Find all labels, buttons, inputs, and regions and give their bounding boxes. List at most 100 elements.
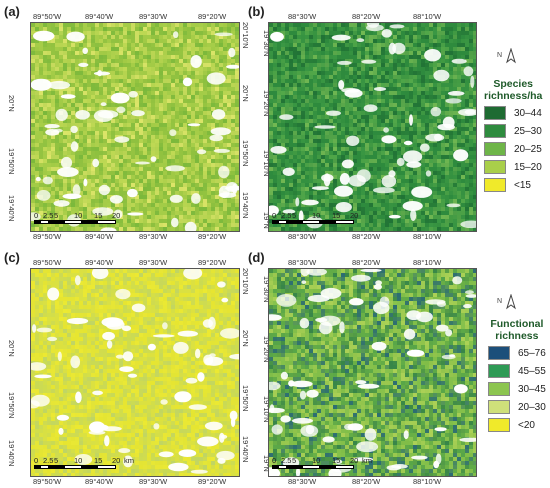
raster-cell xyxy=(103,139,107,143)
raster-cell xyxy=(103,179,107,183)
raster-cell xyxy=(281,123,285,127)
raster-cell xyxy=(63,147,67,151)
raster-cell xyxy=(67,103,71,107)
raster-cell xyxy=(429,107,433,111)
raster-cell xyxy=(305,159,309,163)
nodata-patch xyxy=(196,149,207,155)
raster-cell xyxy=(131,199,135,203)
raster-cell xyxy=(389,95,393,99)
raster-cell xyxy=(103,99,107,103)
raster-cell xyxy=(405,167,409,171)
raster-cell xyxy=(293,111,297,115)
raster-cell xyxy=(317,91,321,95)
raster-cell xyxy=(457,39,461,43)
raster-cell xyxy=(285,103,289,107)
raster-cell xyxy=(111,179,115,183)
raster-cell xyxy=(445,155,449,159)
raster-cell xyxy=(47,103,51,107)
raster-cell xyxy=(131,107,135,111)
raster-cell xyxy=(111,23,115,27)
raster-cell xyxy=(79,179,83,183)
raster-cell xyxy=(437,23,441,27)
raster-cell xyxy=(441,151,445,155)
raster-cell xyxy=(297,179,301,183)
raster-cell xyxy=(333,59,337,63)
raster-cell xyxy=(353,75,357,79)
raster-cell xyxy=(99,199,103,203)
raster-cell xyxy=(381,171,385,175)
raster-cell xyxy=(51,71,55,75)
raster-cell xyxy=(429,91,433,95)
raster-cell xyxy=(159,187,163,191)
raster-cell xyxy=(421,139,425,143)
raster-cell xyxy=(389,119,393,123)
raster-cell xyxy=(111,163,115,167)
raster-cell xyxy=(219,95,223,99)
raster-cell xyxy=(103,87,107,91)
raster-cell xyxy=(147,47,151,51)
raster-cell xyxy=(465,99,469,103)
raster-cell xyxy=(195,47,199,51)
raster-cell xyxy=(35,191,39,195)
raster-cell xyxy=(289,131,293,135)
raster-cell xyxy=(47,87,51,91)
raster-cell xyxy=(473,31,476,35)
raster-cell xyxy=(289,59,293,63)
raster-cell xyxy=(211,119,215,123)
raster-cell xyxy=(289,123,293,127)
raster-cell xyxy=(301,131,305,135)
raster-cell xyxy=(325,127,329,131)
raster-cell xyxy=(155,27,159,31)
nodata-patch xyxy=(44,124,60,129)
raster-cell xyxy=(333,123,337,127)
raster-cell xyxy=(219,159,223,163)
raster-cell xyxy=(99,223,103,227)
raster-cell xyxy=(87,43,91,47)
raster-cell xyxy=(35,163,39,167)
raster-cell xyxy=(341,47,345,51)
raster-cell xyxy=(385,107,389,111)
raster-cell xyxy=(191,135,195,139)
raster-cell xyxy=(51,99,55,103)
raster-cell xyxy=(305,143,309,147)
raster-cell xyxy=(43,59,47,63)
raster-cell xyxy=(123,79,127,83)
raster-cell xyxy=(285,51,289,55)
raster-cell xyxy=(227,111,231,115)
raster-cell xyxy=(119,163,123,167)
raster-cell xyxy=(341,183,345,187)
raster-cell xyxy=(345,111,349,115)
raster-cell xyxy=(449,95,453,99)
raster-cell xyxy=(421,131,425,135)
nodata-patch xyxy=(31,78,52,91)
raster-cell xyxy=(95,27,99,31)
raster-cell xyxy=(441,187,445,191)
raster-cell xyxy=(429,67,433,71)
raster-cell xyxy=(473,151,476,155)
raster-cell xyxy=(95,55,99,59)
raster-cell xyxy=(357,115,361,119)
raster-cell xyxy=(211,123,215,127)
raster-cell xyxy=(191,27,195,31)
raster-cell xyxy=(79,67,83,71)
raster-cell xyxy=(469,123,473,127)
raster-cell xyxy=(107,79,111,83)
raster-cell xyxy=(269,91,273,95)
raster-cell xyxy=(131,75,135,79)
raster-cell xyxy=(269,131,273,135)
raster-cell xyxy=(199,27,203,31)
raster-cell xyxy=(115,219,119,223)
raster-cell xyxy=(445,51,449,55)
raster-cell xyxy=(345,171,349,175)
raster-cell xyxy=(31,227,35,231)
raster-cell xyxy=(159,87,163,91)
raster-cell xyxy=(461,163,465,167)
raster-cell xyxy=(223,27,227,31)
raster-cell xyxy=(333,179,337,183)
nodata-patch xyxy=(187,123,201,127)
raster-cell xyxy=(429,143,433,147)
raster-cell xyxy=(167,47,171,51)
raster-cell xyxy=(337,167,341,171)
raster-cell xyxy=(47,227,51,231)
raster-cell xyxy=(417,59,421,63)
